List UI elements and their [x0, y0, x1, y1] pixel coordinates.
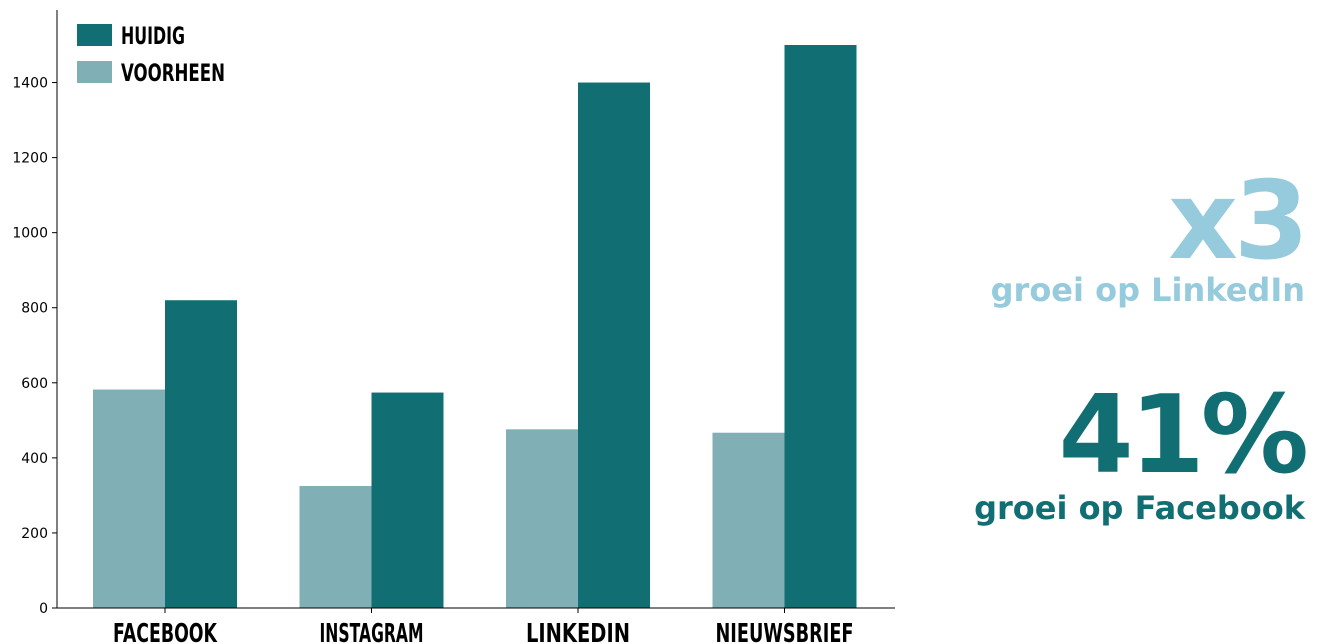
- y-tick-label: 200: [21, 526, 48, 542]
- y-tick-label: 600: [21, 376, 48, 392]
- bar-voorheen-nieuwsbrief: [712, 432, 785, 608]
- x-category-label-linkedin: LINKEDIN: [526, 619, 630, 644]
- stat-linkedin-caption: groei op LinkedIn: [990, 271, 1305, 309]
- y-ticks: 0 200 400 600 800 1000 1200 1400: [12, 76, 57, 617]
- y-tick-label: 1400: [12, 76, 48, 92]
- x-category-label-nieuwsbrief: NIEUWSBRIEF: [716, 619, 854, 644]
- bar-huidig-instagram: [371, 392, 444, 608]
- x-category-label-facebook: FACEBOOK: [113, 619, 218, 644]
- legend-swatch-voorheen: [77, 61, 112, 83]
- legend-label-voorheen: VOORHEEN: [121, 59, 225, 87]
- x-category-label-instagram: INSTAGRAM: [320, 619, 424, 644]
- legend: HUIDIG VOORHEEN: [77, 22, 225, 87]
- y-tick-label: 1200: [12, 151, 48, 167]
- bar-voorheen-linkedin: [506, 429, 578, 608]
- bar-huidig-facebook: [165, 300, 237, 608]
- bar-huidig-nieuwsbrief: [784, 45, 857, 608]
- y-tick-label: 0: [39, 601, 48, 617]
- stat-facebook-caption: groei op Facebook: [974, 489, 1305, 527]
- y-tick-label: 800: [21, 301, 48, 317]
- bars: [93, 45, 857, 609]
- stat-facebook-growth: 41% groei op Facebook: [974, 373, 1309, 527]
- y-tick-label: 1000: [12, 226, 48, 242]
- bar-voorheen-instagram: [299, 486, 372, 608]
- stat-linkedin-value: x3: [1168, 159, 1309, 284]
- stat-facebook-value: 41%: [1058, 373, 1309, 498]
- stat-linkedin-growth: x3 groei op LinkedIn: [990, 159, 1309, 309]
- y-tick-label: 400: [21, 451, 48, 467]
- category-labels: FACEBOOK INSTAGRAM LINKEDIN NIEUWSBRIEF: [113, 608, 854, 644]
- legend-label-huidig: HUIDIG: [121, 22, 185, 50]
- bar-voorheen-facebook: [93, 389, 165, 608]
- bar-huidig-linkedin: [578, 82, 650, 609]
- legend-swatch-huidig: [77, 24, 112, 46]
- bar-chart: 0 200 400 600 800 1000 1200 1400 FACEBOOK INSTAG…: [12, 10, 895, 644]
